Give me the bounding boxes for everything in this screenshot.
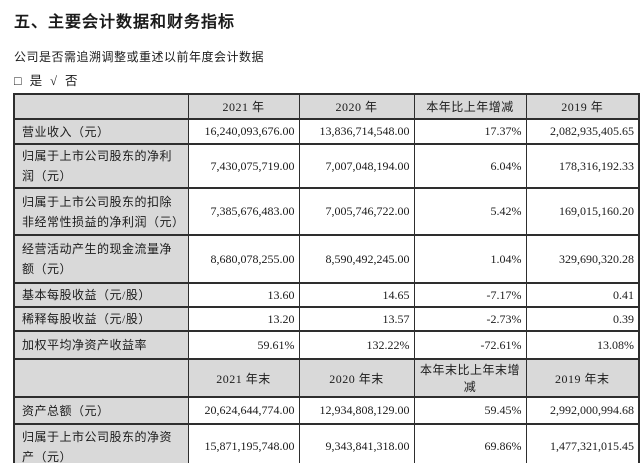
- row-label-cell: 加权平均净资产收益率: [13, 330, 189, 360]
- column-header-2021: 2021 年: [187, 93, 300, 120]
- column-header-2020: 2020 年: [298, 93, 415, 120]
- table-row-weighted-avg-roe: 加权平均净资产收益率 59.61% 132.22% -72.61% 13.08%: [13, 330, 640, 360]
- row-label-cell: 营业收入（元）: [13, 118, 189, 145]
- row-label-cell: 基本每股收益（元/股）: [13, 282, 189, 308]
- column-header-yearend-change: 本年末比上年末增减: [413, 358, 527, 398]
- value-cell: 2,082,935,405.65: [525, 118, 640, 145]
- value-cell: 8,680,078,255.00: [187, 234, 300, 284]
- column-header-2021-end: 2021 年末: [187, 358, 300, 398]
- column-header-yoy-change: 本年比上年增减: [413, 93, 527, 120]
- value-cell: 8,590,492,245.00: [298, 234, 415, 284]
- row-label-cell: 归属于上市公司股东的扣除非经常性损益的净利润（元）: [13, 187, 189, 236]
- table-row-revenue: 营业收入（元） 16,240,093,676.00 13,836,714,548…: [13, 118, 640, 145]
- table-row-diluted-eps: 稀释每股收益（元/股） 13.20 13.57 -2.73% 0.39: [13, 306, 640, 332]
- yes-checkbox-icon: □: [14, 74, 23, 88]
- row-label-cell: 经营活动产生的现金流量净额（元）: [13, 234, 189, 284]
- value-cell: 7,007,048,194.00: [298, 143, 415, 189]
- value-cell: 5.42%: [413, 187, 527, 236]
- value-cell: 1.04%: [413, 234, 527, 284]
- restatement-question: 公司是否需追溯调整或重述以前年度会计数据: [14, 50, 265, 64]
- value-cell: 14.65: [298, 282, 415, 308]
- corner-cell: [13, 358, 189, 398]
- value-cell: -2.73%: [413, 306, 527, 332]
- table-header-row-year-end: 2021 年末 2020 年末 本年末比上年末增减 2019 年末: [13, 358, 640, 398]
- value-cell: 12,934,808,129.00: [298, 396, 415, 425]
- value-cell: 20,624,644,774.00: [187, 396, 300, 425]
- table-row-net-assets: 归属于上市公司股东的净资产（元） 15,871,195,748.00 9,343…: [13, 423, 640, 463]
- value-cell: 13.08%: [525, 330, 640, 360]
- value-cell: 59.61%: [187, 330, 300, 360]
- row-label-cell: 稀释每股收益（元/股）: [13, 306, 189, 332]
- column-header-2019-end: 2019 年末: [525, 358, 640, 398]
- value-cell: 1,477,321,015.45: [525, 423, 640, 463]
- value-cell: 7,385,676,483.00: [187, 187, 300, 236]
- table-header-row-annual: 2021 年 2020 年 本年比上年增减 2019 年: [13, 93, 640, 120]
- table-row-operating-cash-flow: 经营活动产生的现金流量净额（元） 8,680,078,255.00 8,590,…: [13, 234, 640, 284]
- value-cell: 6.04%: [413, 143, 527, 189]
- column-header-2020-end: 2020 年末: [298, 358, 415, 398]
- value-cell: 13.57: [298, 306, 415, 332]
- row-label-cell: 归属于上市公司股东的净资产（元）: [13, 423, 189, 463]
- value-cell: 0.41: [525, 282, 640, 308]
- value-cell: 169,015,160.20: [525, 187, 640, 236]
- table-row-basic-eps: 基本每股收益（元/股） 13.60 14.65 -7.17% 0.41: [13, 282, 640, 308]
- value-cell: 15,871,195,748.00: [187, 423, 300, 463]
- section-title: 五、主要会计数据和财务指标: [14, 14, 236, 31]
- yes-label: 是: [29, 74, 44, 88]
- value-cell: 16,240,093,676.00: [187, 118, 300, 145]
- table-row-net-profit-excl-nonrecurring: 归属于上市公司股东的扣除非经常性损益的净利润（元） 7,385,676,483.…: [13, 187, 640, 236]
- financial-indicators-table: 2021 年 2020 年 本年比上年增减 2019 年 营业收入（元） 16,…: [13, 93, 640, 463]
- value-cell: 2,992,000,994.68: [525, 396, 640, 425]
- value-cell: 13.60: [187, 282, 300, 308]
- table-row-total-assets: 资产总额（元） 20,624,644,774.00 12,934,808,129…: [13, 396, 640, 425]
- no-label: 否: [64, 74, 79, 88]
- value-cell: 7,430,075,719.00: [187, 143, 300, 189]
- row-label-cell: 资产总额（元）: [13, 396, 189, 425]
- value-cell: -7.17%: [413, 282, 527, 308]
- value-cell: 7,005,746,722.00: [298, 187, 415, 236]
- check-mark-icon: √: [50, 74, 58, 88]
- value-cell: 9,343,841,318.00: [298, 423, 415, 463]
- table-row-net-profit: 归属于上市公司股东的净利润（元） 7,430,075,719.00 7,007,…: [13, 143, 640, 189]
- value-cell: 13,836,714,548.00: [298, 118, 415, 145]
- value-cell: 17.37%: [413, 118, 527, 145]
- value-cell: 0.39: [525, 306, 640, 332]
- value-cell: 329,690,320.28: [525, 234, 640, 284]
- value-cell: 59.45%: [413, 396, 527, 425]
- column-header-2019: 2019 年: [525, 93, 640, 120]
- value-cell: 69.86%: [413, 423, 527, 463]
- row-label-cell: 归属于上市公司股东的净利润（元）: [13, 143, 189, 189]
- value-cell: -72.61%: [413, 330, 527, 360]
- value-cell: 13.20: [187, 306, 300, 332]
- restatement-answer: □ 是 √ 否: [14, 70, 85, 89]
- value-cell: 178,316,192.33: [525, 143, 640, 189]
- value-cell: 132.22%: [298, 330, 415, 360]
- corner-cell: [13, 93, 189, 120]
